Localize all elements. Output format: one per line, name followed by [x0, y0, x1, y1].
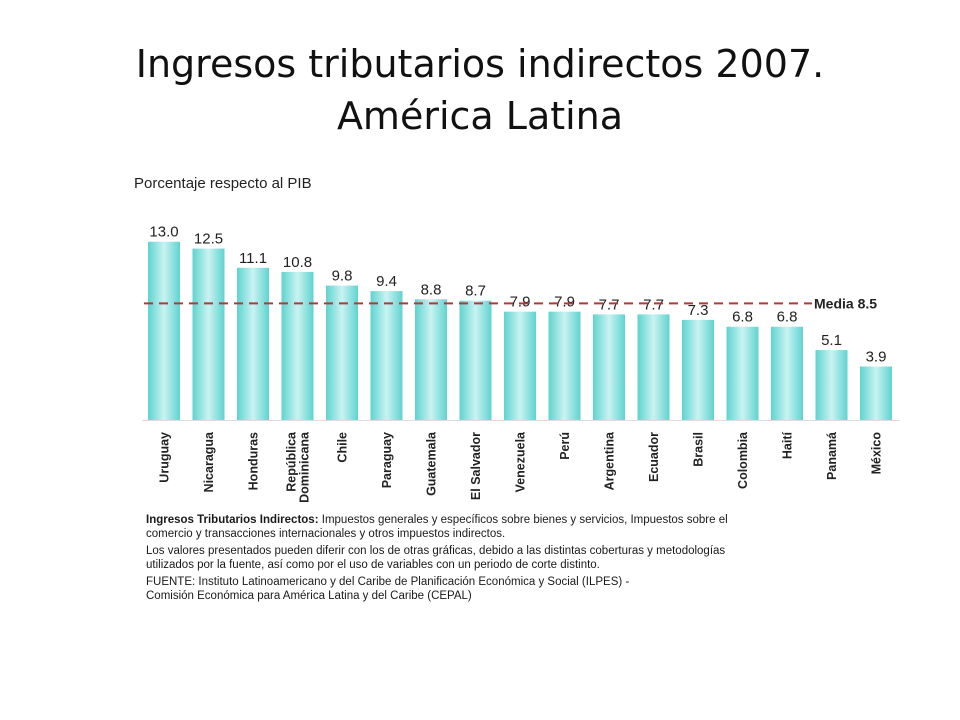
source-note: FUENTE: Instituto Latinoamericano y del …	[146, 576, 896, 603]
category-label-2: Honduras	[247, 432, 261, 490]
bar-value-label-11: 7.7	[643, 296, 664, 313]
chart-figure: Porcentaje respecto al PIB 13.0 Uruguay 12…	[128, 170, 904, 630]
bar-16	[860, 366, 892, 420]
category-label-line-9-0: Perú	[558, 432, 572, 460]
bar-11	[637, 314, 670, 420]
definition-text-2: comercio y transacciones internacionales…	[146, 527, 506, 540]
bar-value-label-15: 5.1	[821, 332, 842, 349]
category-label-line-13-0: Colombia	[736, 431, 750, 489]
chart-notes: Ingresos Tributarios Indirectos: Impuest…	[146, 514, 896, 607]
bar-value-label-3: 10.8	[283, 254, 312, 271]
bar-10	[593, 314, 625, 420]
category-label-12: Brasil	[692, 432, 706, 467]
category-label-4: Chile	[336, 432, 350, 463]
category-label-1: Nicaragua	[202, 431, 216, 492]
slide-title: Ingresos tributarios indirectos 2007. Am…	[0, 38, 960, 142]
definition-term: Ingresos Tributarios Indirectos:	[146, 514, 319, 526]
bar-13	[726, 326, 759, 420]
category-label-line-15-0: Panamá	[825, 432, 839, 480]
category-label-line-1-0: Nicaragua	[202, 431, 216, 492]
bar-value-label-16: 3.9	[866, 349, 887, 366]
category-label-16: México	[870, 432, 884, 475]
category-label-9: Perú	[558, 432, 572, 460]
category-label-line-6-0: Guatemala	[425, 431, 439, 496]
bar-value-label-2: 11.1	[239, 250, 267, 267]
slide-title-line-2: América Latina	[336, 94, 624, 138]
bar-5	[370, 291, 403, 420]
category-label-line-8-0: Venezuela	[514, 431, 528, 492]
source-text-2: Comisión Económica para América Latina y…	[146, 589, 472, 602]
category-label-line-3-0: República	[285, 431, 299, 492]
category-label-13: Colombia	[736, 431, 750, 489]
bar-0	[148, 241, 180, 420]
y-axis-heading: Porcentaje respecto al PIB	[134, 175, 312, 192]
bar-value-label-0: 13.0	[149, 224, 178, 241]
bar-4	[326, 285, 358, 420]
bar-15	[815, 350, 848, 420]
bar-value-label-1: 12.5	[194, 231, 223, 248]
disclaimer-text-2: utilizados por la fuente, así como por e…	[146, 558, 600, 571]
category-label-11: Ecuador	[647, 432, 661, 482]
disclaimer-text-1: Los valores presentados pueden diferir c…	[146, 545, 726, 557]
category-label-8: Venezuela	[514, 431, 528, 492]
category-label-line-2-0: Honduras	[247, 432, 261, 490]
bar-value-label-8: 7.9	[510, 294, 531, 311]
bar-12	[682, 319, 714, 420]
category-label-10: Argentina	[603, 431, 617, 490]
category-label-line-14-0: Haití	[781, 431, 795, 459]
bar-value-label-10: 7.7	[599, 296, 620, 313]
category-label-5: Paraguay	[380, 432, 394, 488]
category-label-7: El Salvador	[469, 432, 483, 500]
bar-1	[192, 248, 225, 420]
category-label-15: Panamá	[825, 432, 839, 480]
bar-9	[548, 311, 581, 420]
definition-text-1: Impuestos generales y específicos sobre …	[321, 514, 728, 526]
category-label-line-3-1: Dominicana	[298, 431, 312, 503]
bar-value-label-12: 7.3	[688, 302, 709, 319]
category-label-line-10-0: Argentina	[603, 431, 617, 490]
bar-value-label-5: 9.4	[376, 273, 397, 290]
source-text-1: FUENTE: Instituto Latinoamericano y del …	[146, 576, 630, 588]
category-label-line-16-0: México	[870, 432, 884, 475]
bar-6	[415, 299, 447, 420]
definition-note: Ingresos Tributarios Indirectos: Impuest…	[146, 514, 896, 541]
category-label-14: Haití	[781, 431, 795, 459]
bar-2	[237, 267, 269, 420]
bar-value-label-14: 6.8	[777, 309, 798, 326]
category-label-line-0-0: Uruguay	[158, 432, 172, 483]
average-reference-label: Media 8.5	[814, 295, 877, 311]
category-label-line-4-0: Chile	[336, 432, 350, 463]
bar-8	[504, 311, 536, 420]
category-label-6: Guatemala	[425, 431, 439, 496]
bar-value-label-9: 7.9	[554, 294, 575, 311]
bar-value-label-6: 8.8	[421, 281, 442, 298]
bar-7	[459, 300, 492, 420]
category-label-line-7-0: El Salvador	[469, 432, 483, 500]
category-label-3: República Dominicana	[285, 431, 312, 503]
category-label-0: Uruguay	[158, 432, 172, 483]
category-label-line-5-0: Paraguay	[380, 432, 394, 488]
category-label-line-12-0: Brasil	[692, 432, 706, 467]
bar-value-label-7: 8.7	[465, 283, 486, 300]
bar-14	[771, 326, 803, 420]
bar-value-label-13: 6.8	[732, 309, 753, 326]
bar-chart: 13.0 Uruguay 12.5 Nicaragua 11.1 Honduras 10.8…	[142, 224, 900, 503]
slide-title-line-1: Ingresos tributarios indirectos 2007.	[135, 42, 825, 86]
disclaimer-note: Los valores presentados pueden diferir c…	[146, 545, 896, 572]
bar-value-label-4: 9.8	[332, 268, 353, 285]
bar-3	[281, 271, 314, 420]
category-label-line-11-0: Ecuador	[647, 432, 661, 482]
